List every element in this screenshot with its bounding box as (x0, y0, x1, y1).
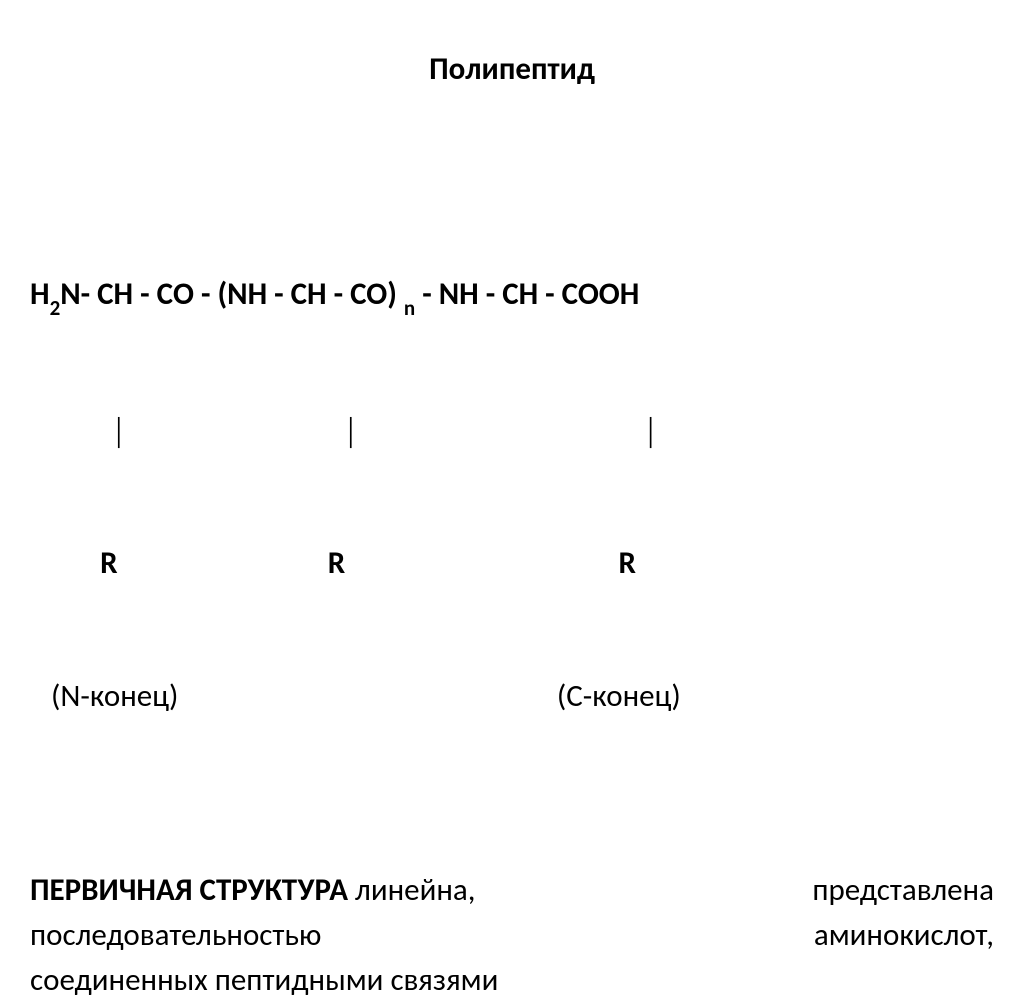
formula-r-groups: R R R (30, 543, 994, 583)
formula-rest2: - NH - CH - COOH (415, 275, 639, 313)
c-terminus: (С-конец) (557, 677, 716, 715)
page-title: Полипептид (30, 50, 994, 88)
desc-part2a: последовательностью (30, 913, 321, 958)
formula-rest1: N- СН - СО - (NH - CH - CO) (60, 275, 404, 313)
formula-connectors: │ │ │ (30, 414, 994, 450)
formula-subn: n (404, 295, 415, 321)
chemical-formula: H2N- СН - СО - (NH - CH - CO) n - NH - C… (30, 178, 994, 763)
description-line3: соединенных пептидными связями (30, 958, 994, 1003)
description-line2: последовательностью аминокислот, (30, 913, 994, 958)
formula-h: H (30, 275, 50, 313)
description-line1: ПЕРВИЧНАЯ СТРУКТУРА линейна, представлен… (30, 868, 994, 913)
description-text: ПЕРВИЧНАЯ СТРУКТУРА линейна, представлен… (30, 868, 994, 1003)
formula-termini: (N-конец) (С-конец) (30, 676, 994, 716)
desc-part1a: линейна, (348, 871, 476, 909)
desc-part1b: представлена (812, 868, 994, 913)
desc-part2b: аминокислот, (814, 913, 994, 958)
primary-structure-label: ПЕРВИЧНАЯ СТРУКТУРА (30, 871, 348, 909)
formula-sub2: 2 (50, 295, 61, 321)
formula-main-chain: H2N- СН - СО - (NH - CH - CO) n - NH - C… (30, 271, 994, 321)
n-terminus: (N-конец) (30, 677, 178, 715)
